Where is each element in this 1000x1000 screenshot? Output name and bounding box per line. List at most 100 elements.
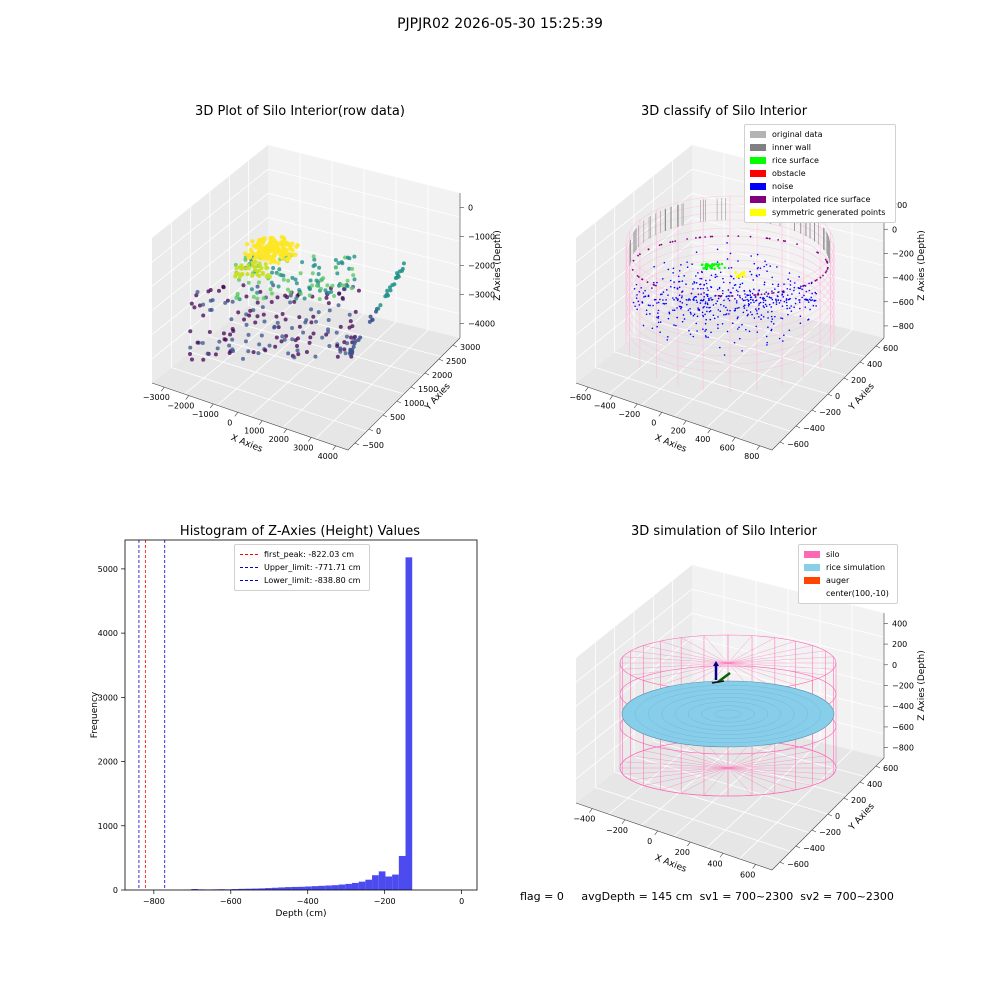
plot-area xyxy=(125,540,477,890)
x-tick-label: 600 xyxy=(720,443,735,452)
noise-point xyxy=(801,288,803,291)
x-tick-mark xyxy=(707,428,711,434)
data-point xyxy=(227,343,232,348)
noise-point xyxy=(700,270,703,273)
legend-label: original data xyxy=(772,130,823,139)
data-point xyxy=(302,296,307,301)
noise-point xyxy=(736,307,738,310)
noise-point xyxy=(744,299,746,302)
noise-point xyxy=(807,318,810,321)
histogram-bar xyxy=(378,871,386,890)
noise-point xyxy=(777,285,779,288)
data-point xyxy=(274,314,279,319)
noise-point xyxy=(752,299,754,302)
noise-point xyxy=(673,286,676,289)
rice-surface-point xyxy=(700,263,704,267)
data-point xyxy=(288,246,293,251)
noise-point xyxy=(777,291,779,294)
noise-point xyxy=(687,299,690,301)
histogram-bar xyxy=(285,887,292,890)
histogram-bar xyxy=(325,885,332,890)
noise-point xyxy=(738,286,741,288)
noise-point xyxy=(770,320,773,323)
data-point xyxy=(309,307,314,312)
data-point xyxy=(229,317,234,322)
z-tick-label: −3000 xyxy=(468,291,495,300)
noise-point xyxy=(723,354,726,356)
noise-point xyxy=(764,260,766,262)
legend-swatch xyxy=(750,144,766,151)
data-point xyxy=(308,335,313,340)
data-point xyxy=(345,284,350,289)
noise-point xyxy=(760,318,762,320)
x-tick-label: 3000 xyxy=(293,443,313,452)
x-tick-label: 0 xyxy=(227,418,232,427)
noise-point xyxy=(733,284,736,287)
noise-point xyxy=(704,313,706,316)
y-tick-label: 2000 xyxy=(98,758,118,767)
noise-point xyxy=(642,324,645,327)
data-point xyxy=(297,324,302,329)
noise-point xyxy=(716,248,719,251)
noise-point xyxy=(764,299,767,302)
noise-point xyxy=(704,322,707,325)
data-point xyxy=(251,308,256,313)
silo-line xyxy=(727,742,775,769)
data-point xyxy=(246,252,251,258)
symmetric-point xyxy=(737,273,741,277)
noise-point xyxy=(765,305,768,308)
noise-point xyxy=(749,290,752,293)
data-point xyxy=(301,330,306,335)
noise-point xyxy=(692,288,694,290)
noise-point xyxy=(665,289,668,291)
x-tick-label: 4000 xyxy=(318,452,338,461)
legend-label: Upper_limit: -771.71 cm xyxy=(264,563,361,572)
silo-line xyxy=(727,640,796,664)
noise-point xyxy=(708,310,711,313)
noise-point xyxy=(678,280,680,283)
noise-point xyxy=(803,294,805,297)
legend-swatch xyxy=(750,131,766,138)
noise-point xyxy=(770,306,773,308)
noise-point xyxy=(683,275,685,277)
axis-edge xyxy=(575,757,885,871)
interpolated-point xyxy=(784,240,787,243)
noise-point xyxy=(774,315,776,318)
data-point xyxy=(268,287,273,292)
noise-point xyxy=(717,316,719,318)
data-point xyxy=(279,339,284,344)
legend-item-silo: silo xyxy=(804,548,892,561)
data-point xyxy=(278,254,284,260)
x-tick-mark xyxy=(210,403,214,409)
histogram-bar xyxy=(251,888,259,890)
noise-point xyxy=(734,307,737,310)
silo-line xyxy=(727,662,834,670)
noise-point xyxy=(638,290,641,293)
data-point xyxy=(270,236,276,241)
data-point xyxy=(205,351,210,356)
noise-point xyxy=(799,299,801,301)
noise-point xyxy=(747,299,750,302)
noise-point xyxy=(739,283,742,286)
legend-label: auger xyxy=(826,576,850,585)
z-tick-label: 0 xyxy=(468,204,473,213)
noise-point xyxy=(713,317,716,320)
legend-swatch xyxy=(750,183,766,190)
noise-point xyxy=(758,316,760,318)
noise-point xyxy=(676,307,678,309)
noise-point xyxy=(696,315,699,318)
symmetric-point xyxy=(740,272,743,276)
noise-point xyxy=(709,310,712,312)
interpolated-point xyxy=(694,236,697,239)
data-point xyxy=(349,286,354,291)
noise-point xyxy=(717,297,720,300)
y-axis-label: Frequency xyxy=(90,691,100,738)
noise-point xyxy=(659,331,661,334)
grid-line xyxy=(575,612,885,707)
noise-point xyxy=(651,287,653,289)
noise-point xyxy=(788,329,791,332)
data-point xyxy=(321,276,326,281)
silo-line xyxy=(727,761,834,769)
x-tick-mark xyxy=(283,428,287,434)
z-tick-label: −200 xyxy=(892,249,914,258)
